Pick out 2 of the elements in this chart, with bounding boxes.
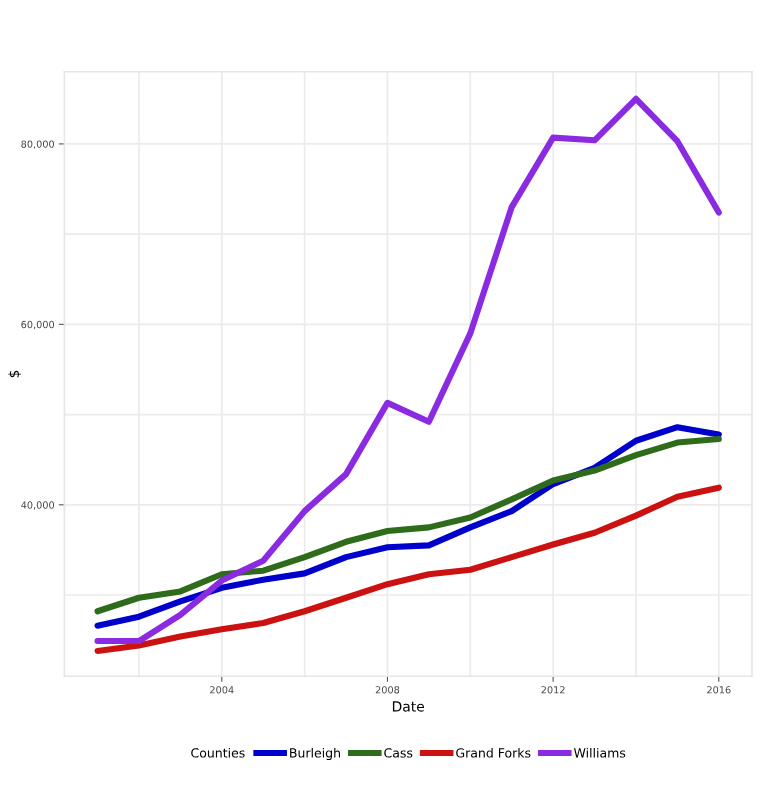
- line-series: [94, 484, 722, 655]
- line-series: [94, 95, 722, 645]
